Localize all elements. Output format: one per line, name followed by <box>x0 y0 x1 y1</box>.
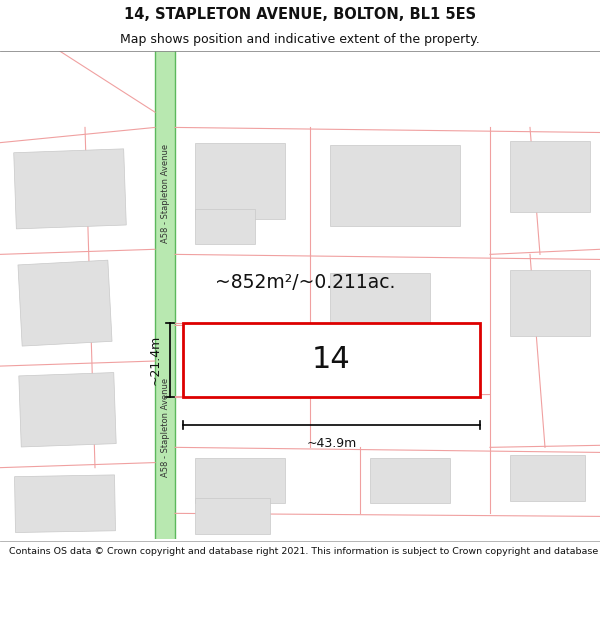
Bar <box>330 144 460 226</box>
Bar <box>210 336 310 386</box>
Bar <box>370 458 450 503</box>
Bar <box>195 458 285 503</box>
Polygon shape <box>19 372 116 447</box>
Polygon shape <box>18 260 112 346</box>
Bar <box>195 209 255 244</box>
Bar <box>155 51 175 539</box>
Bar <box>195 498 270 534</box>
Bar <box>510 141 590 212</box>
Bar <box>183 324 480 397</box>
Bar <box>510 269 590 336</box>
Bar <box>195 142 285 219</box>
Text: A58 - Stapleton Avenue: A58 - Stapleton Avenue <box>161 144 170 243</box>
Polygon shape <box>14 149 126 229</box>
Text: 14: 14 <box>312 346 351 374</box>
Polygon shape <box>14 475 115 532</box>
Text: Map shows position and indicative extent of the property.: Map shows position and indicative extent… <box>120 34 480 46</box>
Text: ~852m²/~0.211ac.: ~852m²/~0.211ac. <box>215 273 395 292</box>
Bar <box>330 272 430 344</box>
Text: A58 - Stapleton Avenue: A58 - Stapleton Avenue <box>161 378 170 477</box>
Bar <box>510 456 585 501</box>
Text: ~21.4m: ~21.4m <box>149 335 162 385</box>
Text: ~43.9m: ~43.9m <box>307 437 356 450</box>
Text: 14, STAPLETON AVENUE, BOLTON, BL1 5ES: 14, STAPLETON AVENUE, BOLTON, BL1 5ES <box>124 7 476 22</box>
Text: Contains OS data © Crown copyright and database right 2021. This information is : Contains OS data © Crown copyright and d… <box>9 548 600 556</box>
